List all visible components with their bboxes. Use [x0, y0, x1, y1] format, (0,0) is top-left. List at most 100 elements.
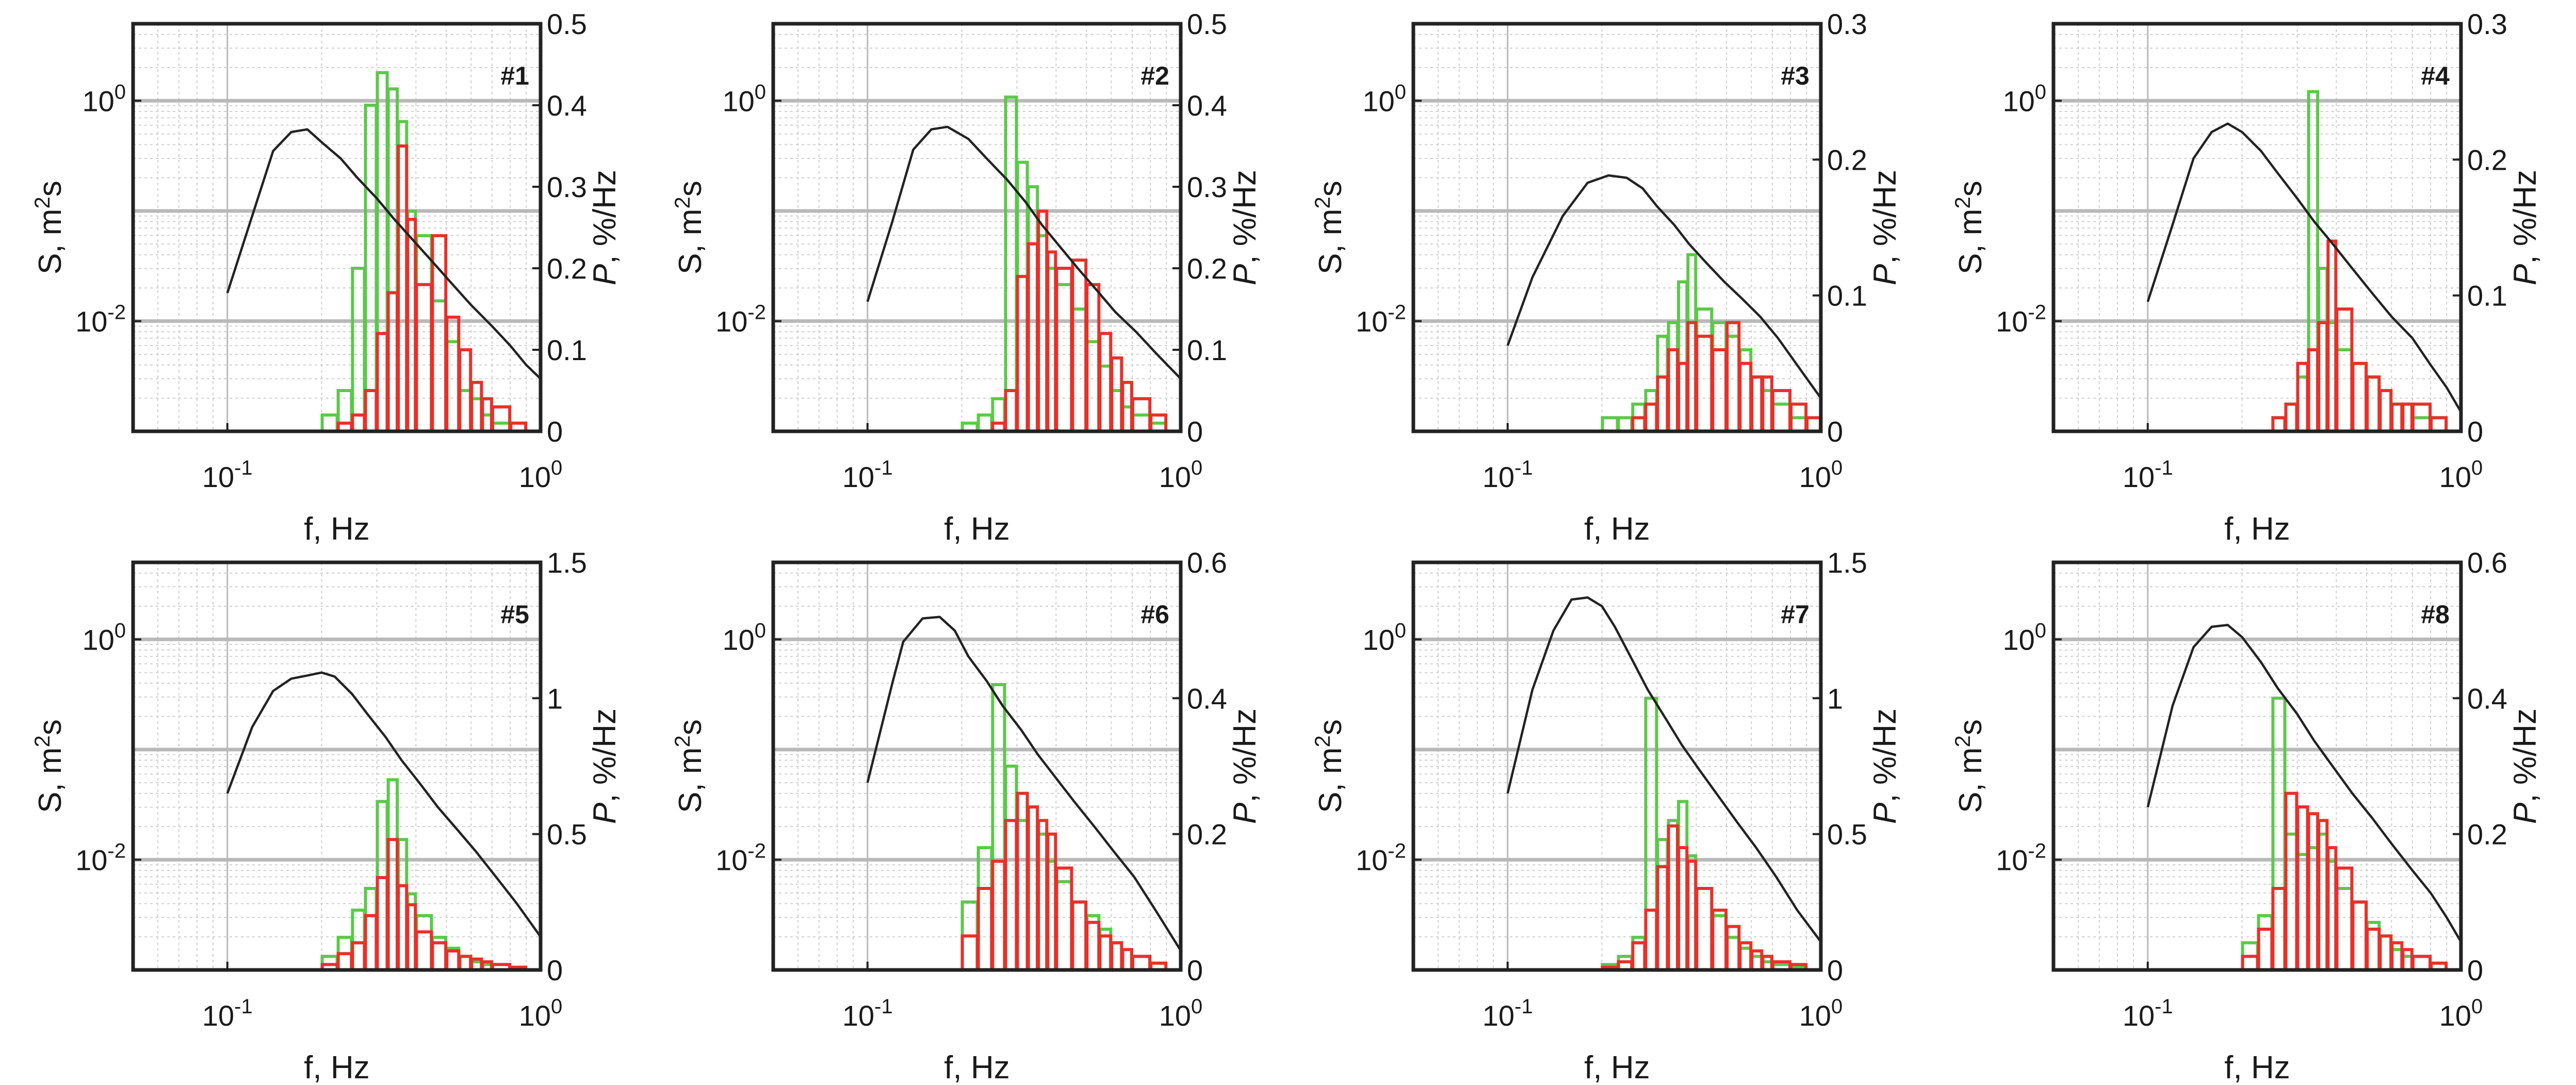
y-right-tick-label: 0: [547, 415, 563, 448]
x-tick-label: 100: [1159, 995, 1203, 1032]
y-left-tick-label: 10-2: [715, 301, 766, 337]
y-right-tick-label: 0: [1827, 415, 1843, 448]
y-right-tick-label: 0.2: [2467, 143, 2507, 176]
y-right-tick-label: 0.2: [547, 252, 587, 285]
axes-frame: [131, 560, 543, 972]
axes-frame: [771, 560, 1183, 972]
y-left-tick-label: 100: [1362, 80, 1406, 117]
x-tick-label: 10-1: [842, 457, 893, 493]
x-tick-label: 10-1: [202, 995, 253, 1032]
y-right-tick-label: 0.3: [1827, 8, 1867, 40]
y-right-tick-label: 0: [547, 954, 563, 986]
spectrum-line: [226, 128, 542, 380]
y-right-tick-label: 0.2: [1187, 818, 1227, 851]
panel-number-label: #3: [1781, 61, 1809, 90]
y-left-axis-label: S, m2s: [1310, 181, 1348, 274]
y-right-tick-label: 0.3: [1187, 171, 1227, 203]
x-tick-label: 10-1: [2123, 457, 2173, 493]
y-left-tick-label: 10-2: [75, 301, 126, 337]
spectrum-line: [1506, 174, 1822, 399]
axes-frame: [1411, 22, 1823, 433]
y-right-tick-label: 1.5: [547, 546, 587, 579]
y-right-tick-label: 0.2: [1827, 143, 1867, 176]
panel-number-label: #1: [500, 61, 529, 90]
y-left-tick-label: 100: [2002, 619, 2046, 656]
y-right-tick-label: 0.1: [547, 334, 587, 366]
x-tick-label: 100: [1159, 457, 1203, 493]
y-left-tick-label: 10-2: [1356, 839, 1406, 876]
y-left-axis-label: S, m2s: [1950, 719, 1988, 813]
y-left-axis-label: S, m2s: [30, 719, 68, 813]
x-tick-label: 10-1: [2123, 995, 2173, 1032]
y-right-tick-label: 0.6: [2467, 546, 2507, 579]
chart-panel-1: 10-1 100 10-2 100 0 0.1 0.2 0.3 0.4 0.5 #1 f, Hz S, …: [30, 8, 623, 547]
axes-frame: [771, 22, 1183, 433]
x-axis-label: f, Hz: [1584, 1050, 1650, 1085]
y-right-tick-label: 0: [1187, 415, 1203, 448]
y-right-tick-label: 0.1: [1827, 280, 1867, 312]
y-right-tick-label: 1: [547, 682, 563, 715]
y-right-axis-label: P, %/Hz: [1227, 708, 1263, 824]
y-left-tick-label: 10-2: [715, 839, 766, 876]
panel-number-label: #6: [1140, 600, 1169, 629]
y-right-axis-label: P, %/Hz: [587, 170, 623, 285]
plot-area: [1413, 24, 1821, 431]
y-right-tick-label: 0.1: [2467, 280, 2507, 312]
axes-frame: [2051, 560, 2463, 972]
y-right-tick-label: 0.1: [1187, 334, 1227, 366]
x-tick-label: 10-1: [842, 995, 893, 1032]
panel-number-label: #5: [500, 600, 529, 629]
y-right-tick-label: 0.4: [547, 89, 587, 122]
plot-area: [133, 24, 541, 431]
x-axis-label: f, Hz: [944, 1050, 1009, 1085]
gridlines: [133, 562, 541, 970]
plot-area: [133, 562, 541, 970]
y-right-tick-label: 0: [2467, 415, 2483, 448]
x-tick-label: 100: [519, 995, 563, 1032]
y-right-tick-label: 0: [2467, 954, 2483, 986]
y-right-axis-label: P, %/Hz: [2507, 170, 2543, 285]
y-right-tick-label: 0.4: [1187, 89, 1227, 122]
panel-number-label: #7: [1781, 600, 1809, 629]
x-axis-label: f, Hz: [304, 511, 369, 547]
y-right-tick-label: 0.5: [1827, 818, 1867, 851]
gridlines: [2053, 24, 2461, 431]
y-right-axis-label: P, %/Hz: [587, 708, 623, 824]
y-left-tick-label: 100: [2002, 80, 2046, 117]
y-left-tick-label: 10-2: [1356, 301, 1406, 337]
gridlines: [133, 24, 541, 431]
y-right-tick-label: 0.3: [547, 171, 587, 203]
y-left-tick-label: 100: [82, 619, 126, 656]
panel-number-label: #2: [1140, 61, 1169, 90]
spectrum-line: [2146, 122, 2462, 413]
y-right-tick-label: 0.5: [1187, 8, 1227, 40]
y-left-tick-label: 100: [82, 80, 126, 117]
y-right-tick-label: 0.2: [2467, 818, 2507, 851]
y-right-tick-label: 0.4: [2467, 682, 2507, 715]
x-tick-label: 10-1: [1482, 457, 1533, 493]
chart-panel-3: 10-1 100 10-2 100 0 0.1 0.2 0.3 #3 f, Hz S, m2s P, …: [1310, 8, 1903, 547]
red-histogram: [2241, 239, 2462, 433]
y-right-axis-label: P, %/Hz: [1867, 708, 1903, 824]
spectrum-line: [1506, 596, 1822, 943]
y-right-tick-label: 0: [1187, 954, 1203, 986]
y-right-tick-label: 0.5: [547, 8, 587, 40]
y-left-axis-label: S, m2s: [670, 719, 708, 813]
axes-frame: [2051, 22, 2463, 433]
y-right-tick-label: 0: [1827, 954, 1843, 986]
chart-panel-2: 10-1 100 10-2 100 0 0.1 0.2 0.3 0.4 0.5 #2 f, Hz S, …: [670, 8, 1263, 547]
x-axis-label: f, Hz: [1584, 511, 1650, 547]
y-left-tick-label: 100: [1362, 619, 1406, 656]
spectrum-line: [866, 125, 1182, 380]
y-right-axis-label: P, %/Hz: [2507, 708, 2543, 824]
chart-panel-6: 10-1 100 10-2 100 0 0.2 0.4 0.6 #6 f, Hz S, m2s P, …: [670, 546, 1263, 1085]
chart-panel-7: 10-1 100 10-2 100 0 0.5 1 1.5 #7 f, Hz S, m2s P, %/…: [1310, 546, 1903, 1085]
x-tick-label: 100: [1799, 457, 1843, 493]
y-right-tick-label: 1: [1827, 682, 1843, 715]
x-tick-label: 100: [1799, 995, 1843, 1032]
y-left-tick-label: 10-2: [75, 839, 126, 876]
gridlines: [2053, 562, 2461, 970]
y-right-tick-label: 0.3: [2467, 8, 2507, 40]
x-tick-label: 10-1: [202, 457, 253, 493]
